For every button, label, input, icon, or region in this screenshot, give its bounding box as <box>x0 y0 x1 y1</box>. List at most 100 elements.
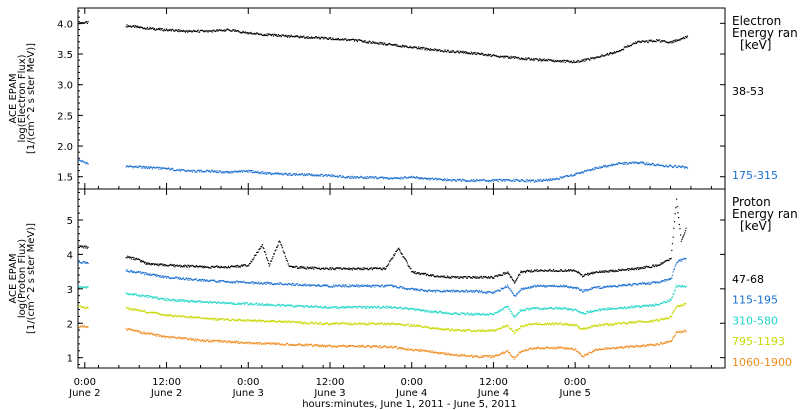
data-point <box>172 28 174 30</box>
data-point <box>304 174 306 177</box>
data-point <box>477 179 480 181</box>
data-point <box>592 310 594 313</box>
data-point <box>359 267 361 269</box>
data-point <box>188 266 190 268</box>
data-point <box>403 288 406 290</box>
data-point <box>622 307 624 309</box>
data-point <box>632 306 635 308</box>
data-point <box>286 260 289 262</box>
data-point <box>410 268 412 270</box>
data-point <box>629 283 631 285</box>
data-point <box>354 322 356 325</box>
data-point <box>460 290 462 292</box>
data-point <box>593 325 595 327</box>
data-point <box>445 311 447 313</box>
data-point <box>533 323 535 325</box>
data-point <box>352 177 354 179</box>
data-point <box>155 263 157 265</box>
data-point <box>495 54 497 57</box>
data-point <box>456 330 458 332</box>
data-point <box>565 308 567 310</box>
data-point <box>247 304 249 306</box>
data-point <box>573 270 575 272</box>
data-point <box>311 37 313 39</box>
data-point <box>169 264 171 266</box>
data-point <box>289 173 292 175</box>
data-point <box>178 314 180 317</box>
data-point <box>224 266 226 268</box>
data-point <box>394 306 396 308</box>
data-point <box>146 166 148 168</box>
data-point <box>472 275 474 278</box>
data-point <box>161 166 163 168</box>
data-point <box>551 60 554 62</box>
data-point <box>597 271 599 273</box>
data-point <box>186 277 188 280</box>
data-point <box>368 322 370 324</box>
data-point <box>247 33 249 35</box>
data-point <box>294 321 296 323</box>
data-point <box>291 282 294 285</box>
data-point <box>267 260 269 262</box>
data-point <box>558 322 560 325</box>
data-point <box>503 179 505 181</box>
data-point <box>371 306 374 309</box>
data-point <box>189 170 191 172</box>
data-point <box>613 270 615 272</box>
data-point <box>236 303 239 305</box>
data-point <box>485 276 487 278</box>
data-point <box>565 324 567 326</box>
data-point <box>485 314 487 316</box>
data-point <box>228 171 230 173</box>
data-point <box>364 322 366 324</box>
data-point <box>155 274 157 276</box>
data-point <box>620 162 623 165</box>
data-point <box>384 323 387 325</box>
data-point <box>606 271 609 273</box>
data-point <box>190 315 193 317</box>
data-point <box>284 304 287 306</box>
data-point <box>342 322 344 324</box>
data-point <box>475 178 478 180</box>
data-point <box>318 306 320 308</box>
data-point <box>416 325 418 327</box>
data-point <box>419 177 421 179</box>
data-point <box>132 25 134 28</box>
data-point <box>294 321 296 323</box>
data-point <box>426 274 428 276</box>
data-point <box>545 178 547 180</box>
data-point <box>171 28 173 31</box>
data-point <box>532 286 534 288</box>
data-point <box>179 276 181 279</box>
data-point <box>540 60 542 62</box>
data-point <box>184 31 187 33</box>
data-point <box>383 267 385 269</box>
data-point <box>258 303 260 305</box>
data-point <box>549 285 551 287</box>
data-point <box>628 269 630 272</box>
data-point <box>555 270 558 272</box>
data-point <box>518 273 520 275</box>
data-point <box>451 313 453 315</box>
data-point <box>389 284 392 286</box>
data-point <box>314 305 316 307</box>
data-point <box>259 319 261 321</box>
data-point <box>504 178 506 181</box>
data-point <box>433 179 435 181</box>
data-point <box>400 324 402 326</box>
data-point <box>544 179 546 181</box>
data-point <box>320 305 322 307</box>
data-point <box>213 266 215 268</box>
data-point <box>305 322 307 324</box>
data-point <box>625 308 627 310</box>
data-point <box>226 28 228 31</box>
data-point <box>575 270 578 273</box>
data-point <box>640 321 642 323</box>
data-point <box>280 321 282 323</box>
data-point <box>415 308 417 310</box>
data-point <box>419 273 421 276</box>
data-point <box>470 277 472 279</box>
data-point <box>487 276 490 278</box>
data-point <box>289 322 292 324</box>
data-point <box>611 323 614 325</box>
